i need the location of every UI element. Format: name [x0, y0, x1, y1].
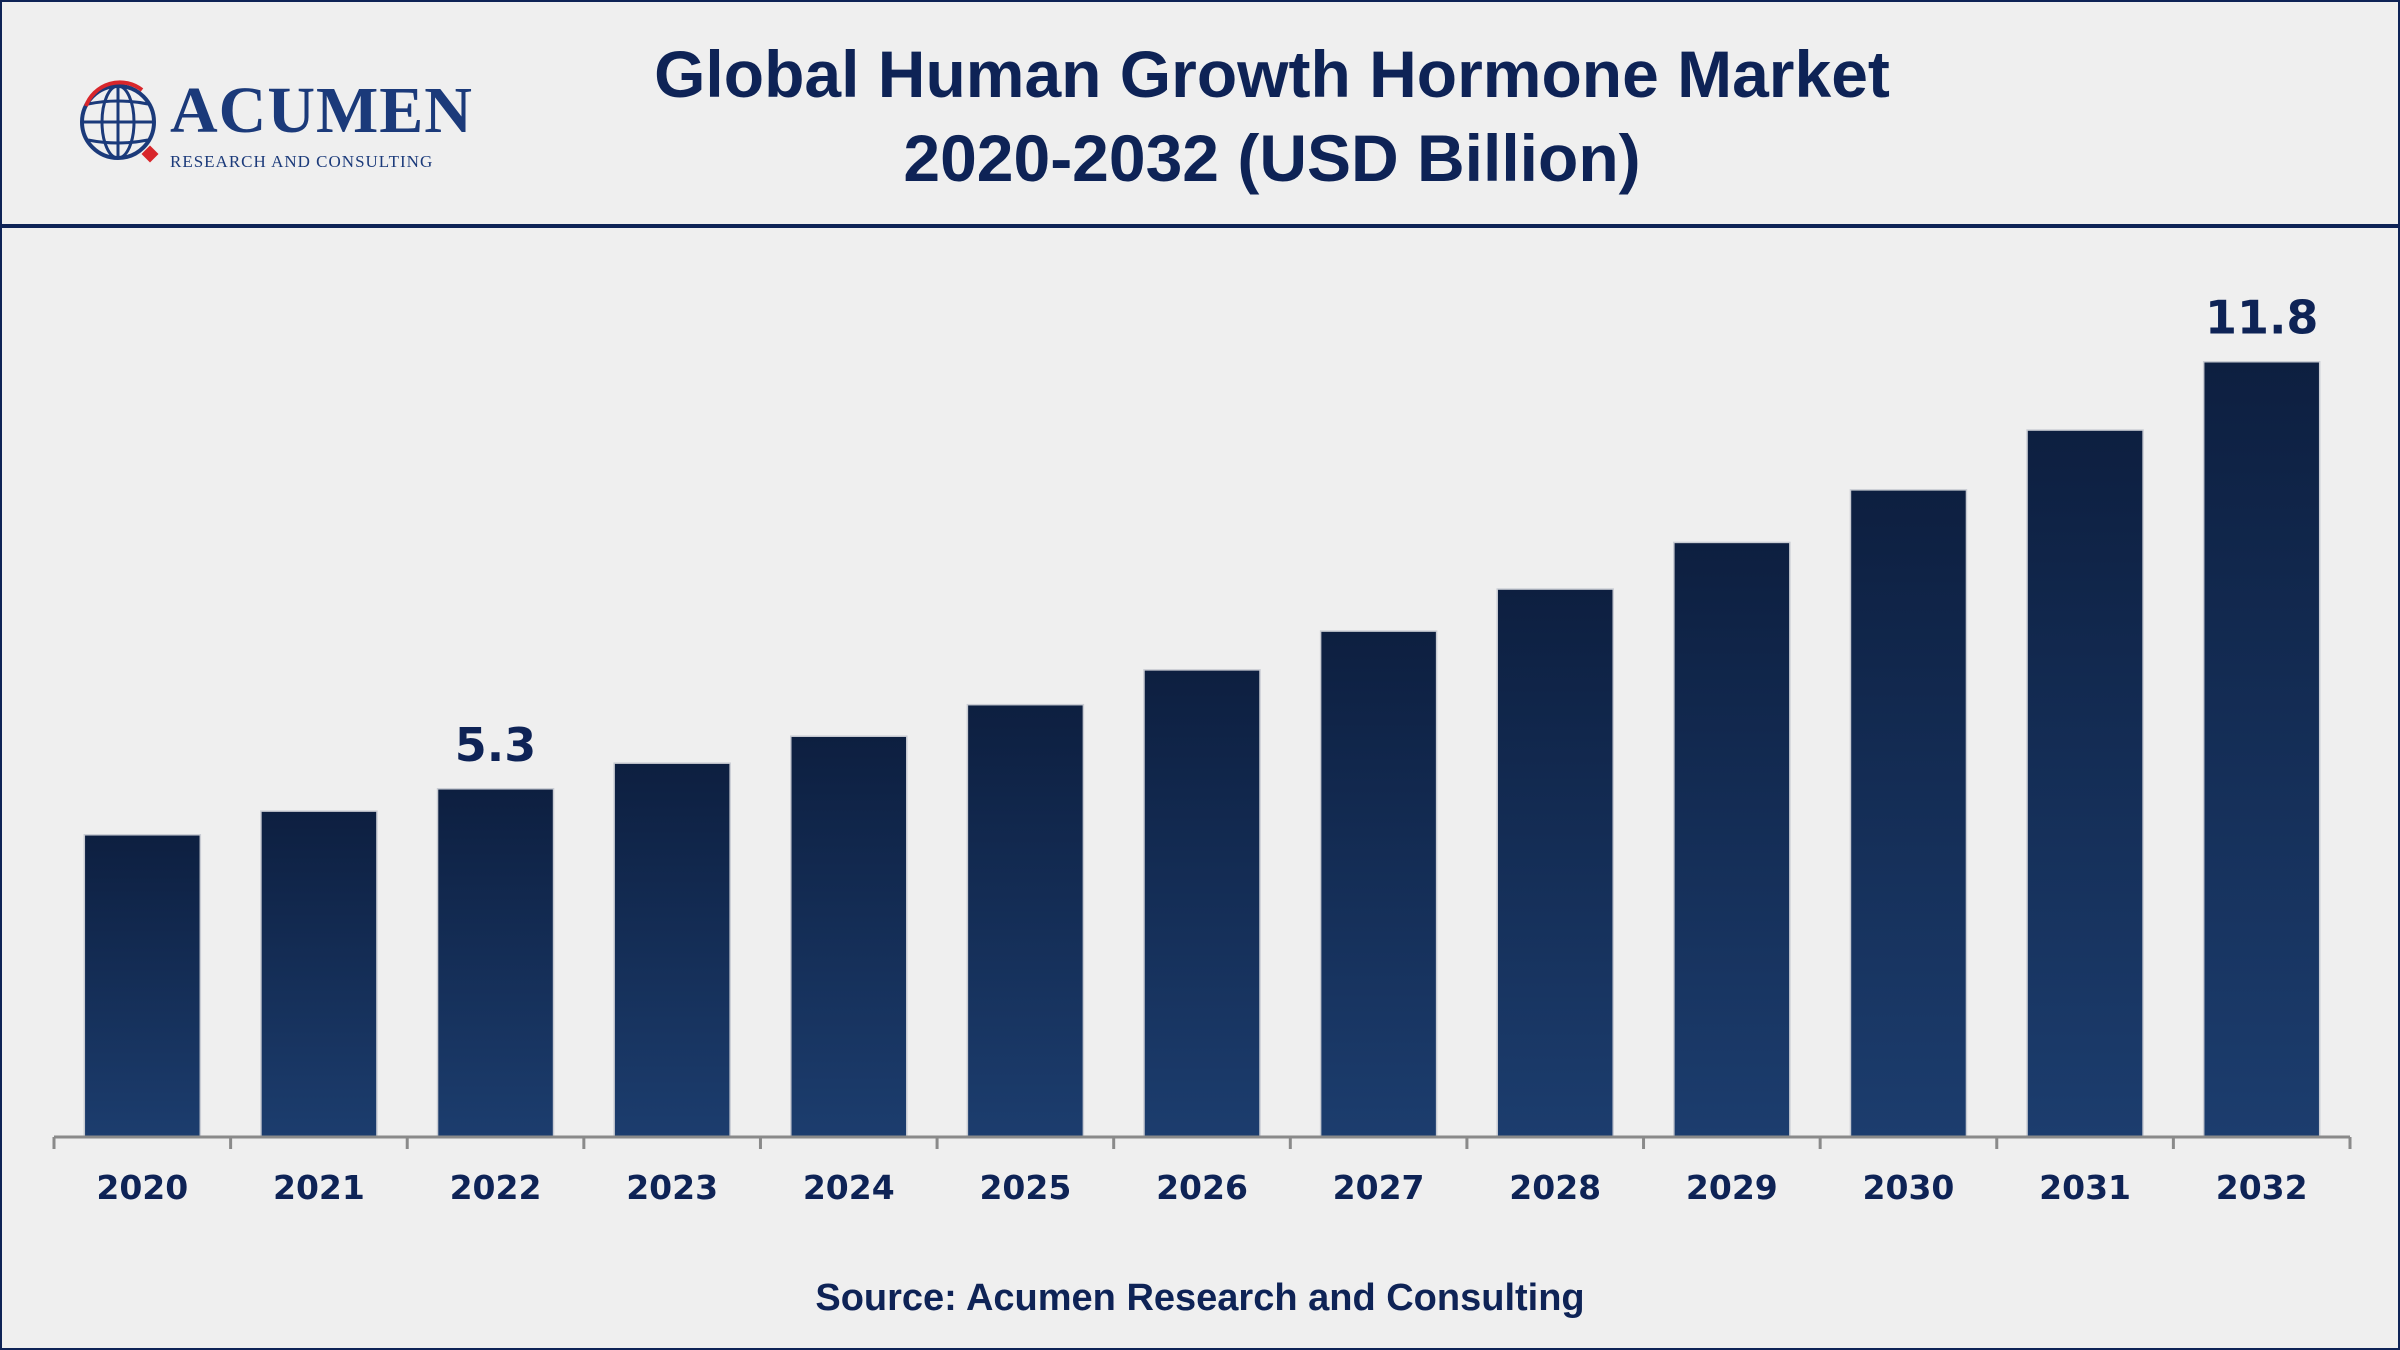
x-axis: 2020 2021 2022 2023 2024 2025 2026 2027 2028 2029… — [52, 1135, 2352, 1207]
bars — [83, 360, 2321, 1138]
x-tick-label-2030: 2030 — [1863, 1168, 1955, 1207]
x-tick-label-2025: 2025 — [979, 1168, 1071, 1207]
company-logo: ACUMEN RESEARCH AND CONSULTING — [76, 76, 476, 186]
x-tick-label-2029: 2029 — [1686, 1168, 1778, 1207]
bar-2023 — [613, 762, 731, 1138]
bar-2020 — [83, 834, 202, 1138]
x-tick-label-2026: 2026 — [1156, 1168, 1248, 1207]
source-note: Source: Acumen Research and Consulting — [815, 1277, 1585, 1319]
x-tick-label-2021: 2021 — [273, 1168, 365, 1207]
chart-title-line2: 2020-2032 (USD Billion) — [903, 121, 1641, 195]
x-tick-label-2031: 2031 — [2039, 1168, 2131, 1207]
data-labels: 5.3 11.8 — [455, 291, 2319, 772]
bar-2030 — [1849, 489, 1968, 1138]
bar-2025 — [966, 703, 1085, 1138]
bar-2031 — [2026, 429, 2144, 1138]
globe-icon — [80, 80, 159, 163]
data-label-2022: 5.3 — [455, 718, 537, 772]
bar-2028 — [1496, 588, 1614, 1138]
bar-2021 — [260, 810, 378, 1138]
bar-2026 — [1143, 669, 1261, 1138]
bar-2024 — [790, 735, 908, 1138]
x-tick-label-2020: 2020 — [96, 1168, 188, 1207]
bar-2022 — [436, 788, 555, 1138]
bar-2029 — [1673, 541, 1791, 1138]
bar-2032 — [2202, 360, 2321, 1138]
x-tick-label-2023: 2023 — [626, 1168, 718, 1207]
x-tick-label-2032: 2032 — [2216, 1168, 2308, 1207]
header: ACUMEN RESEARCH AND CONSULTING Global Hu… — [2, 2, 2398, 226]
bar-2027 — [1319, 630, 1438, 1138]
x-tick-label-2028: 2028 — [1509, 1168, 1601, 1207]
chart-title-line1: Global Human Growth Hormone Market — [654, 37, 1890, 111]
x-tick-label-2024: 2024 — [803, 1168, 895, 1207]
data-label-2032: 11.8 — [2205, 291, 2319, 345]
logo-name: ACUMEN — [170, 74, 473, 147]
x-tick-label-2022: 2022 — [450, 1168, 542, 1207]
header-divider — [2, 224, 2398, 228]
x-tick-label-2027: 2027 — [1333, 1168, 1425, 1207]
logo-tagline: RESEARCH AND CONSULTING — [170, 152, 434, 171]
